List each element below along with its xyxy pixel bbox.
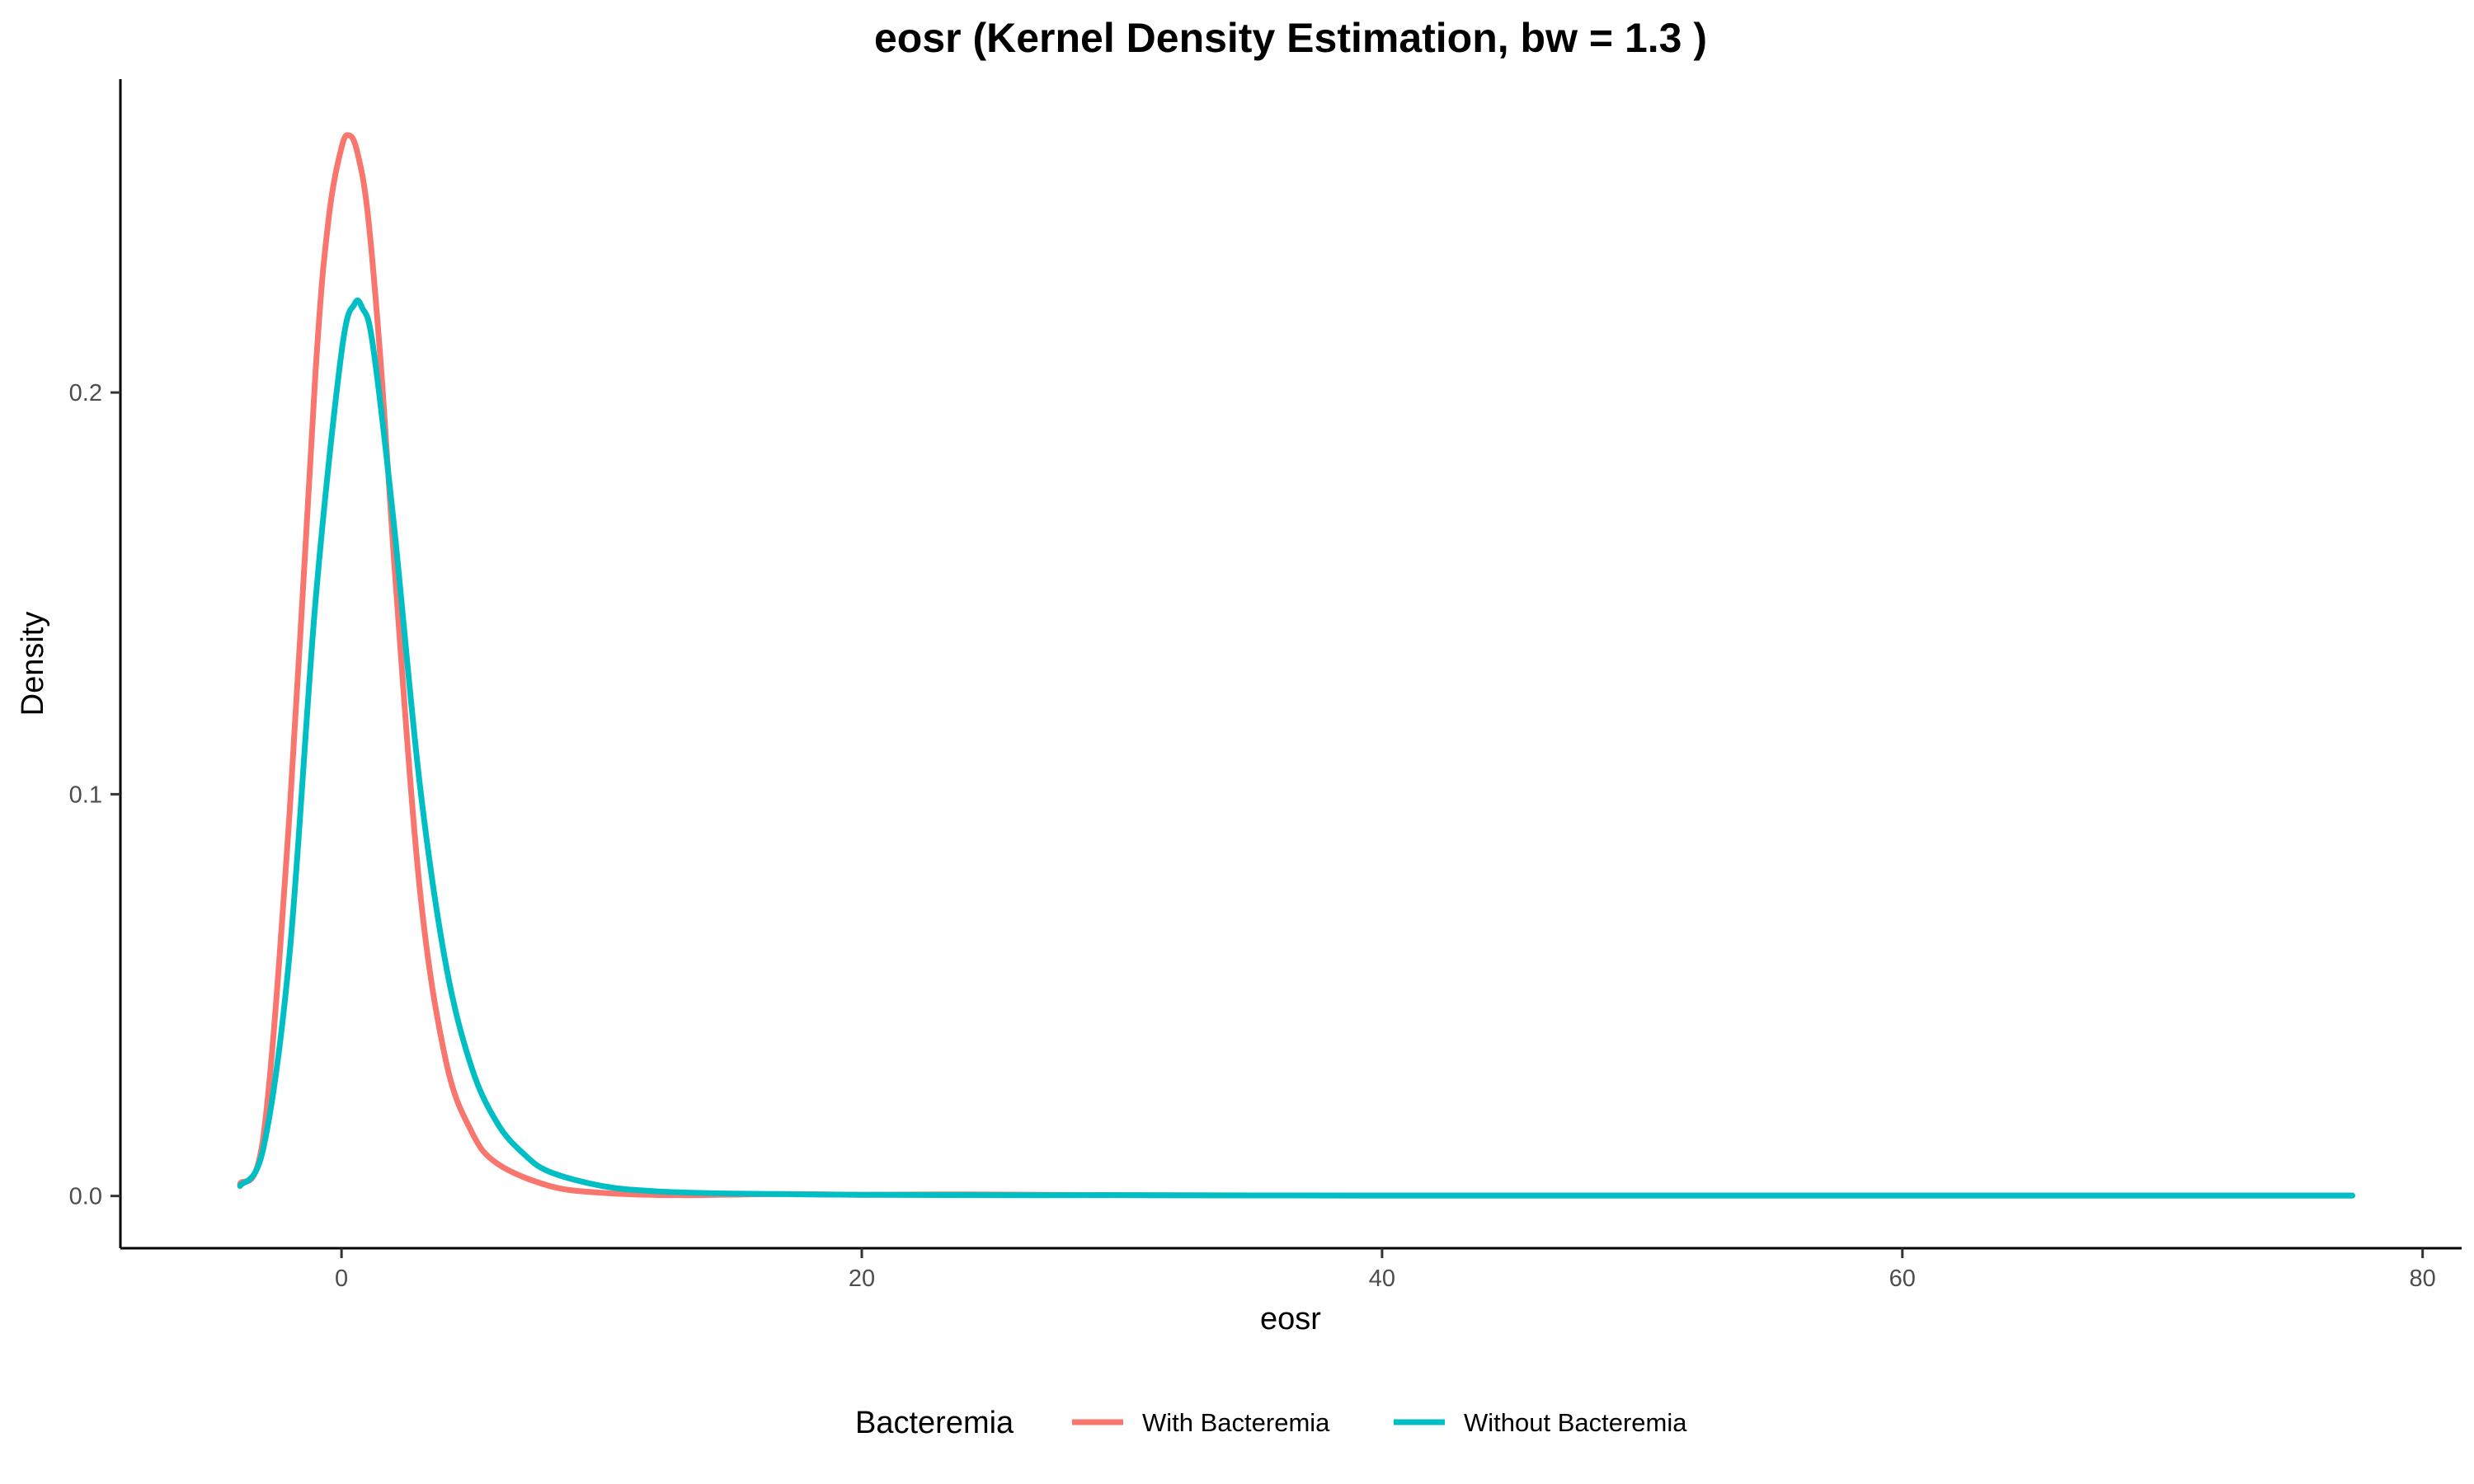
legend-entries: With Bacteremia Without Bacteremia	[1072, 1408, 1687, 1437]
x-tick-label: 40	[1369, 1266, 1395, 1292]
y-tick-label: 0.2	[69, 380, 102, 406]
y-tick-label: 0.1	[69, 782, 102, 808]
series-line-without-bacteremia	[237, 297, 2356, 1199]
x-tick-label: 20	[849, 1266, 875, 1292]
x-axis-ticks: 0 20 40 60 80	[335, 1248, 2436, 1292]
legend-label-without-bacteremia: Without Bacteremia	[1464, 1408, 1687, 1437]
y-axis-title: Density	[16, 612, 50, 716]
x-tick-label: 60	[1889, 1266, 1916, 1292]
plot-area: 0 20 40 60 80 0.0 0.1 0.2	[69, 79, 2462, 1292]
chart-title: eosr (Kernel Density Estimation, bw = 1.…	[874, 15, 1707, 61]
x-tick-label: 0	[335, 1266, 348, 1292]
legend-label-with-bacteremia: With Bacteremia	[1142, 1408, 1330, 1437]
x-tick-label: 80	[2410, 1266, 2436, 1292]
y-tick-label: 0.0	[69, 1184, 102, 1210]
series-lines	[237, 132, 2356, 1199]
y-axis-ticks: 0.0 0.1 0.2	[69, 380, 120, 1210]
x-axis-title: eosr	[1260, 1302, 1321, 1336]
legend-title: Bacteremia	[855, 1406, 1014, 1440]
legend: Bacteremia With Bacteremia Without Bacter…	[855, 1406, 1687, 1440]
